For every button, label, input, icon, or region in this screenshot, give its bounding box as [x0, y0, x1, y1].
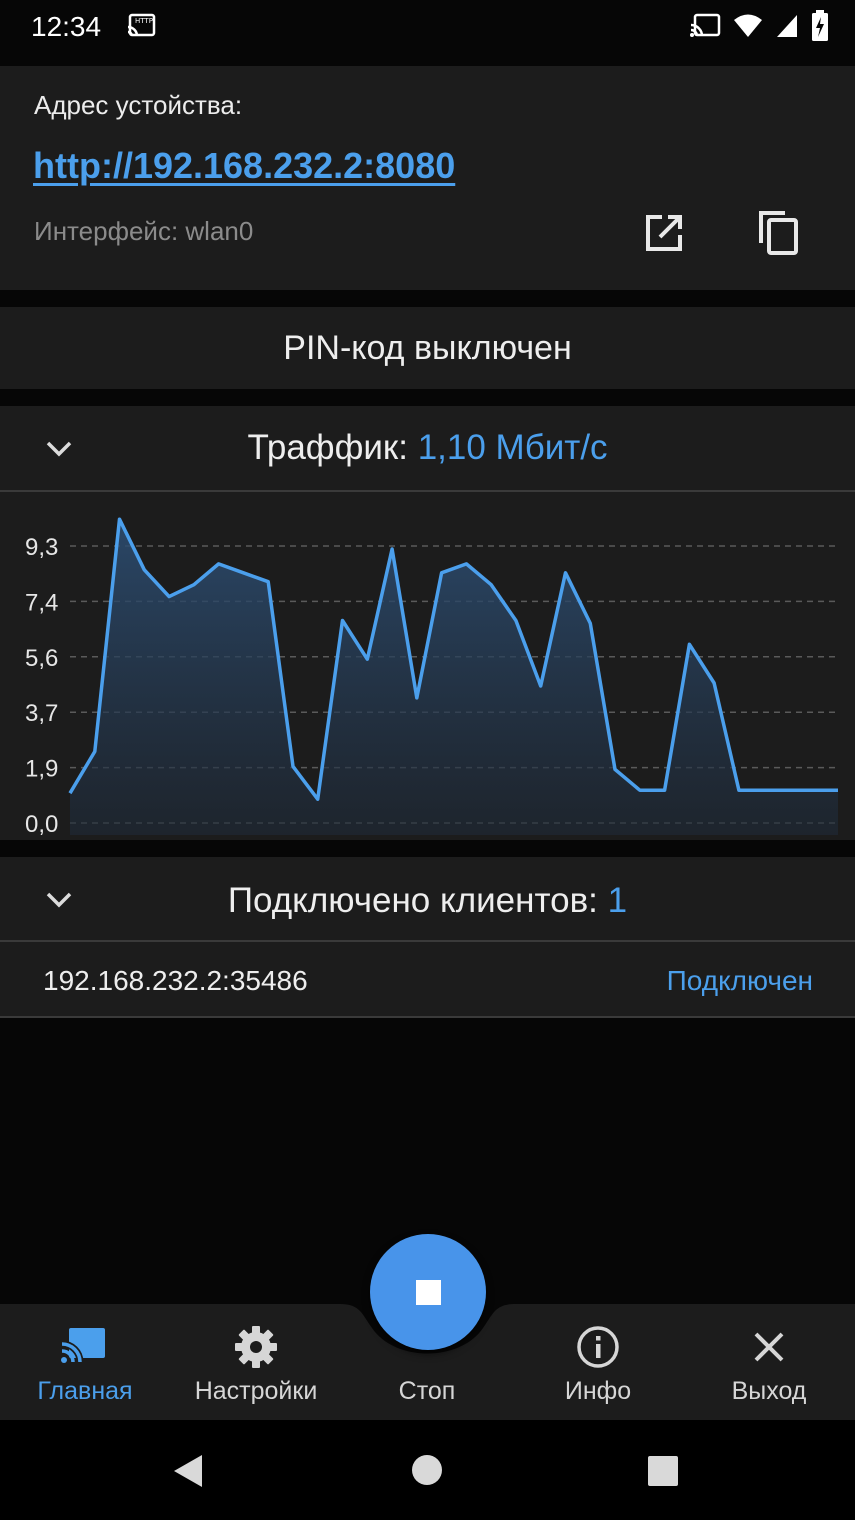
client-address: 192.168.232.2:35486 — [43, 965, 308, 996]
nav-settings[interactable]: Настройки — [181, 1304, 331, 1420]
traffic-chart: 0,0 1,9 3,7 5,6 7,4 9,3 — [0, 492, 855, 840]
nav-settings-label: Настройки — [194, 1377, 318, 1405]
server-url-link[interactable]: http://192.168.232.2:8080 — [33, 145, 456, 186]
status-bar: 12:34 HTTP — [0, 0, 855, 66]
nav-stop-label: Стоп — [398, 1377, 456, 1405]
http-cast-icon: HTTP — [127, 13, 156, 37]
clients-title: Подключено клиентов: 1 — [0, 881, 855, 921]
nav-exit[interactable]: Выход — [694, 1304, 844, 1420]
y-tick-label: 0,0 — [25, 811, 58, 838]
list-item[interactable]: 192.168.232.2:35486 Подключен — [0, 942, 855, 1018]
bottom-nav: Главная Наст — [0, 1304, 855, 1420]
nav-exit-label: Выход — [731, 1377, 807, 1405]
nav-info[interactable]: Инфо — [523, 1304, 673, 1420]
y-tick-label: 7,4 — [25, 589, 58, 616]
y-tick-label: 3,7 — [25, 700, 58, 727]
stop-icon — [416, 1280, 441, 1305]
nav-info-label: Инфо — [564, 1377, 632, 1405]
nav-stop[interactable]: Стоп — [352, 1304, 502, 1420]
chevron-down-icon[interactable] — [44, 890, 74, 910]
clients-count: 1 — [607, 881, 628, 920]
cast-screen-icon — [61, 1328, 105, 1363]
traffic-title: Траффик: 1,10 Мбит/с — [0, 428, 855, 468]
recents-icon[interactable] — [647, 1455, 679, 1487]
open-external-icon[interactable] — [640, 209, 688, 257]
traffic-chart-svg: 0,0 1,9 3,7 5,6 7,4 9,3 — [25, 517, 838, 838]
stop-button[interactable] — [370, 1234, 486, 1350]
traffic-header[interactable]: Траффик: 1,10 Мбит/с — [0, 406, 855, 492]
traffic-area — [70, 519, 838, 835]
traffic-label: Траффик: — [247, 428, 408, 467]
address-label: Адрес устойства: — [34, 90, 243, 120]
client-status: Подключен — [666, 965, 813, 996]
system-nav-bar — [0, 1420, 855, 1520]
clients-header[interactable]: Подключено клиентов: 1 — [0, 857, 855, 942]
address-card: Адрес устойства: http://192.168.232.2:80… — [0, 66, 855, 290]
home-icon[interactable] — [411, 1454, 443, 1486]
gear-icon — [235, 1326, 277, 1368]
close-icon — [754, 1332, 784, 1362]
interface-label: Интерфейс: wlan0 — [34, 216, 254, 246]
status-time: 12:34 — [31, 11, 102, 42]
wifi-icon — [734, 14, 762, 37]
pin-status-text: PIN-код выключен — [283, 328, 572, 367]
copy-icon[interactable] — [753, 207, 803, 257]
y-tick-label: 9,3 — [25, 534, 58, 561]
signal-icon — [777, 15, 797, 37]
battery-charging-icon — [812, 10, 828, 41]
traffic-value: 1,10 Мбит/с — [417, 428, 608, 467]
info-icon — [577, 1326, 619, 1368]
clients-label: Подключено клиентов: — [227, 881, 598, 920]
svg-text:HTTP: HTTP — [135, 17, 153, 25]
y-tick-label: 1,9 — [25, 756, 58, 783]
cast-icon — [690, 13, 721, 37]
traffic-line — [68, 517, 838, 801]
chevron-down-icon[interactable] — [44, 439, 74, 459]
bottom-nav-background — [0, 1304, 855, 1420]
pin-status-card: PIN-код выключен — [0, 307, 855, 389]
nav-home[interactable]: Главная — [10, 1304, 160, 1420]
back-icon[interactable] — [170, 1453, 206, 1489]
y-tick-label: 5,6 — [25, 645, 58, 672]
nav-home-label: Главная — [37, 1377, 133, 1405]
